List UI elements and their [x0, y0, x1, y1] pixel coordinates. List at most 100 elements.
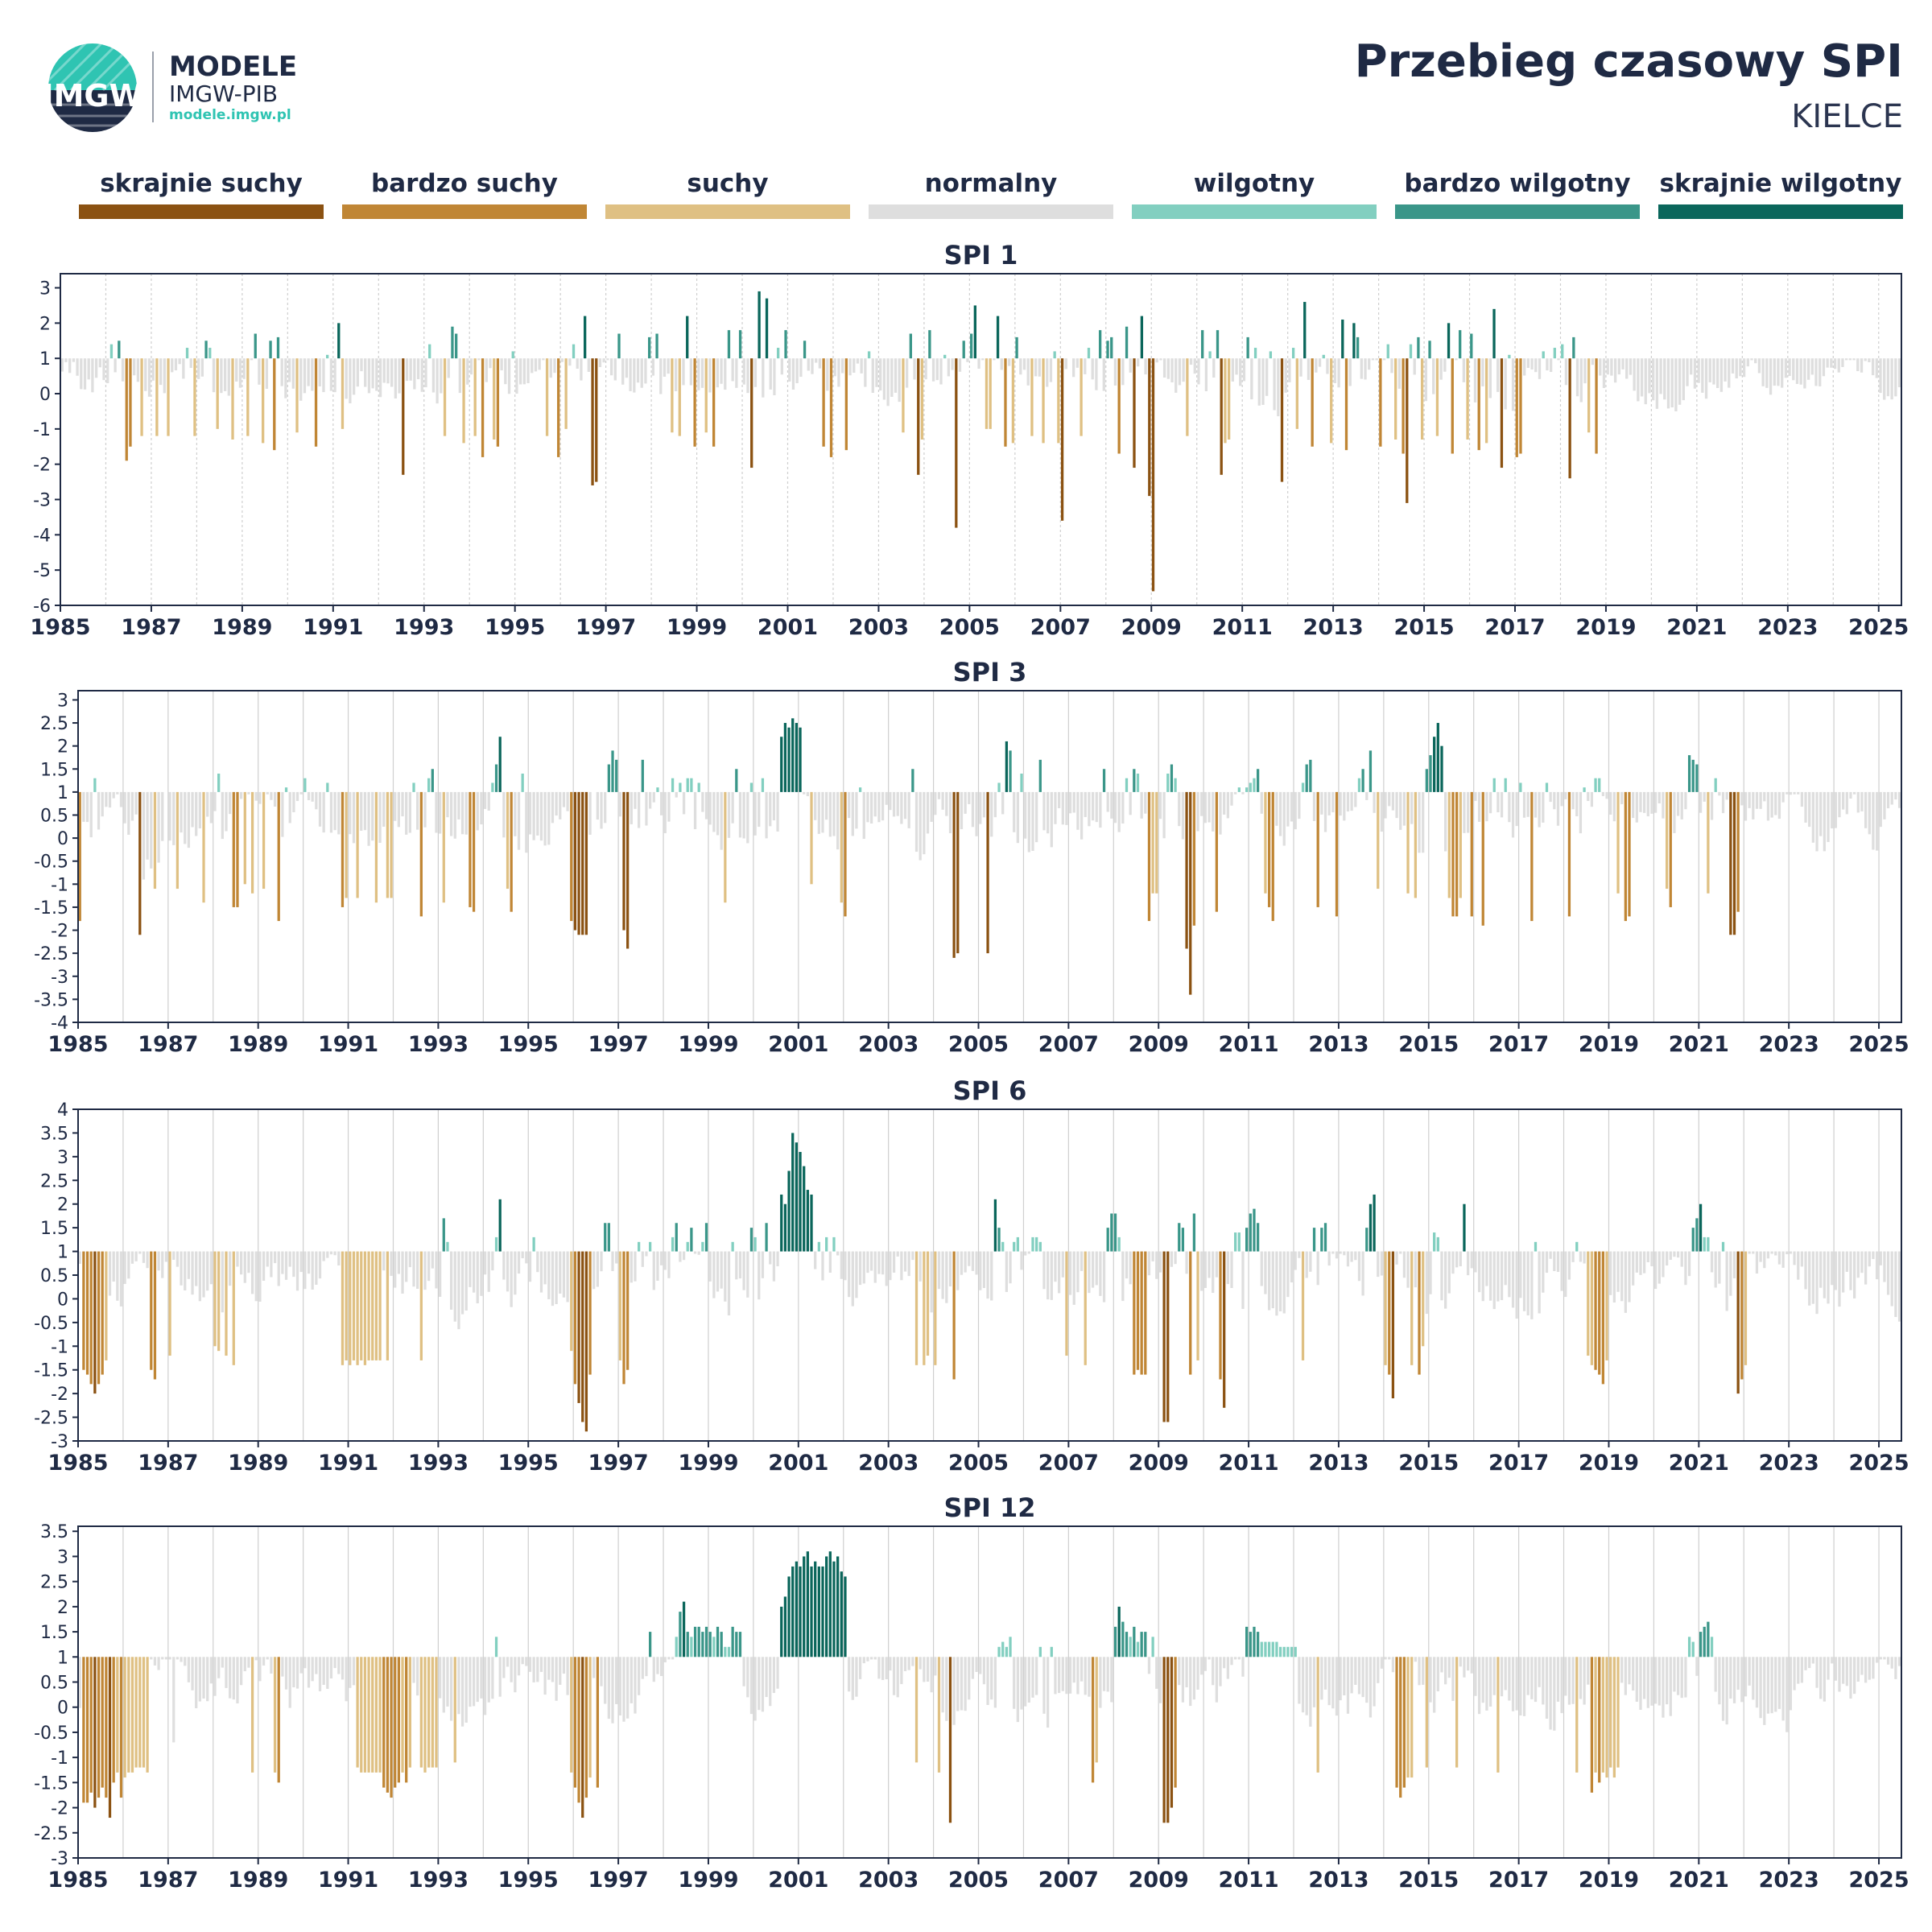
- bar: [1271, 1251, 1274, 1309]
- bar: [394, 358, 398, 399]
- bar: [671, 778, 675, 792]
- bar: [1315, 358, 1318, 373]
- bar: [1144, 358, 1147, 375]
- bar: [221, 1657, 224, 1668]
- bar: [832, 791, 836, 836]
- bar: [1657, 791, 1661, 803]
- bar: [1462, 358, 1466, 382]
- bar: [1662, 791, 1665, 819]
- bar: [1166, 774, 1170, 792]
- x-tick-label: 1987: [138, 1868, 198, 1893]
- bar: [636, 358, 640, 383]
- bar: [749, 1228, 753, 1252]
- bar: [1831, 1251, 1834, 1286]
- bar: [1323, 1657, 1327, 1690]
- bar: [295, 791, 299, 802]
- bar: [1842, 1657, 1845, 1684]
- bar: [1316, 1251, 1319, 1286]
- bar: [930, 791, 933, 822]
- bar: [682, 1251, 686, 1261]
- bar: [1121, 791, 1125, 824]
- bar: [596, 791, 600, 820]
- bar: [337, 1251, 341, 1265]
- bar: [814, 791, 817, 820]
- bar: [1556, 1657, 1560, 1702]
- bar: [1777, 1657, 1781, 1709]
- bar: [799, 1151, 802, 1252]
- bar: [1432, 358, 1435, 394]
- bar: [622, 1251, 625, 1385]
- bar: [1605, 1251, 1608, 1360]
- bar: [555, 791, 558, 816]
- bar: [727, 330, 731, 359]
- bar: [168, 1657, 171, 1660]
- bar: [1212, 358, 1216, 378]
- bar: [262, 358, 265, 444]
- x-tick-label: 2011: [1218, 1451, 1278, 1476]
- bar: [570, 791, 573, 922]
- bar: [1046, 358, 1049, 387]
- bar: [469, 1657, 472, 1707]
- bar: [402, 358, 405, 475]
- bar: [1781, 1657, 1785, 1721]
- bar: [1343, 1657, 1346, 1696]
- bar: [85, 1657, 89, 1803]
- bar: [1755, 791, 1759, 809]
- bar: [1710, 1251, 1714, 1273]
- bar: [1484, 358, 1488, 444]
- bar: [108, 791, 112, 808]
- bar: [250, 1657, 254, 1773]
- bar: [371, 1657, 374, 1773]
- x-tick-label: 2013: [1308, 1868, 1368, 1893]
- bar: [1447, 323, 1451, 359]
- bar: [453, 791, 456, 839]
- bar: [1477, 1657, 1481, 1715]
- bar: [457, 1657, 460, 1715]
- x-tick-label: 1999: [667, 615, 727, 640]
- bar: [543, 1657, 547, 1695]
- bar: [1226, 1251, 1229, 1285]
- bar: [1136, 774, 1140, 792]
- x-tick-label: 1989: [228, 1032, 288, 1057]
- bar: [1295, 358, 1298, 429]
- bar: [1590, 1251, 1594, 1365]
- bar: [776, 1657, 779, 1689]
- bar: [281, 791, 284, 837]
- bar: [506, 1657, 510, 1667]
- y-tick-label: -0.5: [34, 1314, 68, 1334]
- bar: [1810, 358, 1814, 375]
- bar: [607, 1657, 610, 1719]
- bar: [1346, 1657, 1350, 1714]
- bar: [326, 1251, 329, 1258]
- y-tick-label: -2.5: [34, 944, 68, 964]
- bar: [1402, 1251, 1406, 1278]
- bar: [303, 358, 307, 394]
- bar: [1538, 791, 1541, 828]
- bar: [363, 791, 367, 831]
- bar: [518, 358, 522, 385]
- x-tick-label: 2023: [1757, 615, 1818, 640]
- bar: [1327, 1657, 1331, 1706]
- legend-item: suchy: [605, 169, 850, 222]
- bar: [772, 791, 776, 821]
- bar: [626, 791, 630, 949]
- bar: [250, 358, 254, 361]
- bar: [1384, 1657, 1387, 1660]
- legend-item: wilgotny: [1132, 169, 1377, 222]
- bar: [1721, 1241, 1725, 1252]
- bar: [634, 1251, 637, 1282]
- bar: [1610, 358, 1613, 376]
- bar: [189, 358, 192, 369]
- bar: [232, 1657, 235, 1700]
- bar: [1223, 1251, 1226, 1408]
- bar: [1136, 1641, 1140, 1657]
- bar: [1186, 358, 1189, 436]
- bar: [1267, 1641, 1271, 1657]
- bar: [1886, 791, 1890, 809]
- bar: [960, 1657, 964, 1711]
- bar: [363, 1251, 367, 1365]
- bar: [1823, 1251, 1826, 1298]
- bar: [806, 1190, 809, 1252]
- bar: [1488, 1657, 1492, 1707]
- bar: [1601, 791, 1605, 796]
